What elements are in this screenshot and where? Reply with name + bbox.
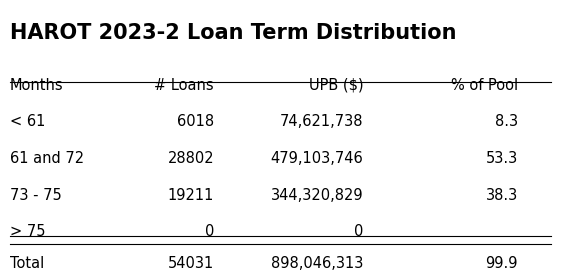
Text: 898,046,313: 898,046,313: [271, 256, 363, 271]
Text: > 75: > 75: [10, 224, 45, 239]
Text: 61 and 72: 61 and 72: [10, 151, 84, 166]
Text: 19211: 19211: [168, 188, 214, 203]
Text: 0: 0: [205, 224, 214, 239]
Text: 99.9: 99.9: [486, 256, 518, 271]
Text: 344,320,829: 344,320,829: [271, 188, 363, 203]
Text: # Loans: # Loans: [154, 78, 214, 93]
Text: 53.3: 53.3: [486, 151, 518, 166]
Text: Months: Months: [10, 78, 63, 93]
Text: 28802: 28802: [168, 151, 214, 166]
Text: < 61: < 61: [10, 114, 45, 129]
Text: 6018: 6018: [177, 114, 214, 129]
Text: 0: 0: [354, 224, 363, 239]
Text: 73 - 75: 73 - 75: [10, 188, 62, 203]
Text: UPB ($): UPB ($): [309, 78, 363, 93]
Text: 38.3: 38.3: [486, 188, 518, 203]
Text: 74,621,738: 74,621,738: [280, 114, 363, 129]
Text: 8.3: 8.3: [495, 114, 518, 129]
Text: 479,103,746: 479,103,746: [271, 151, 363, 166]
Text: 54031: 54031: [168, 256, 214, 271]
Text: % of Pool: % of Pool: [451, 78, 518, 93]
Text: Total: Total: [10, 256, 44, 271]
Text: HAROT 2023-2 Loan Term Distribution: HAROT 2023-2 Loan Term Distribution: [10, 22, 456, 43]
